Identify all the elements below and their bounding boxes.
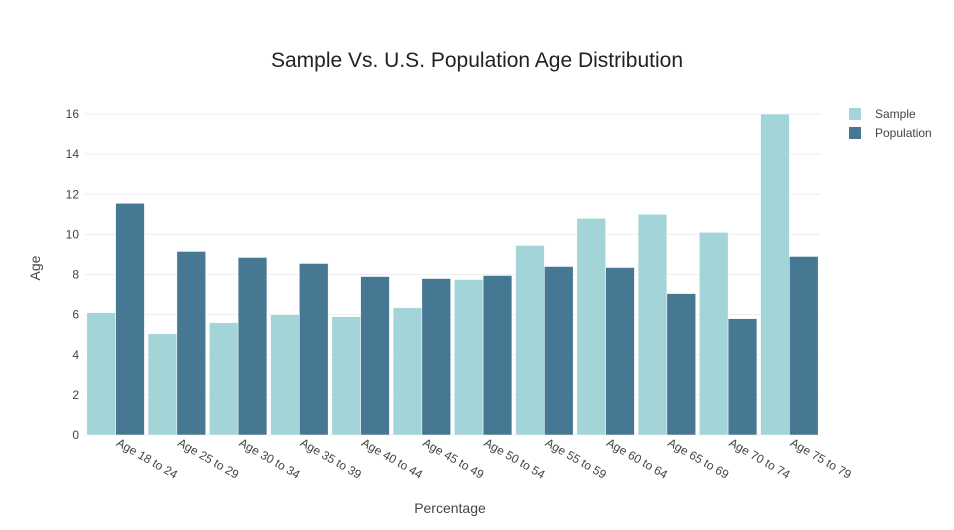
- y-tick-label: 0: [72, 428, 79, 442]
- x-tick-label: Age 45 to 49: [420, 435, 486, 481]
- x-tick-label: Age 60 to 64: [604, 435, 670, 481]
- bar-population-9[interactable]: [605, 267, 635, 436]
- legend[interactable]: Sample Population: [849, 107, 932, 140]
- bar-population-4[interactable]: [299, 263, 329, 436]
- y-tick-label: 6: [72, 308, 79, 322]
- bar-sample-9[interactable]: [576, 218, 606, 436]
- bar-population-11[interactable]: [727, 318, 758, 436]
- x-tick-label: Age 35 to 39: [298, 435, 364, 481]
- bar-sample-4[interactable]: [270, 314, 300, 436]
- x-tick-label: Age 18 to 24: [114, 435, 180, 481]
- bar-sample-6[interactable]: [392, 307, 423, 436]
- x-tick-label: Age 50 to 54: [482, 435, 548, 481]
- y-axis-title: Age: [27, 255, 43, 280]
- bar-sample-8[interactable]: [515, 245, 545, 436]
- chart-title: Sample Vs. U.S. Population Age Distribut…: [271, 49, 683, 72]
- x-tick-label: Age 75 to 79: [788, 435, 854, 481]
- legend-label-sample[interactable]: Sample: [875, 107, 916, 121]
- y-tick-label: 14: [66, 147, 80, 161]
- bar-population-12[interactable]: [789, 256, 819, 436]
- bar-sample-5[interactable]: [331, 316, 361, 436]
- x-tick-label: Age 40 to 44: [359, 435, 425, 481]
- bar-population-7[interactable]: [482, 275, 513, 436]
- bar-population-2[interactable]: [176, 251, 206, 436]
- bar-population-10[interactable]: [666, 293, 696, 436]
- y-tick-label: 16: [66, 107, 80, 121]
- bar-population-8[interactable]: [544, 266, 574, 436]
- x-tick-label: Age 55 to 59: [543, 435, 609, 481]
- gridlines: [85, 113, 820, 436]
- y-tick-label: 2: [72, 388, 79, 402]
- bar-sample-1[interactable]: [86, 312, 116, 436]
- x-tick-label: Age 30 to 34: [237, 435, 303, 481]
- y-axis-ticks: 0 2 4 6 8 10 12 14 16: [66, 107, 80, 442]
- bar-sample-10[interactable]: [637, 214, 668, 436]
- x-tick-label: Age 65 to 69: [665, 435, 731, 481]
- bar-population-3[interactable]: [237, 257, 268, 436]
- x-tick-label: Age 70 to 74: [727, 435, 793, 481]
- bar-sample-7[interactable]: [454, 279, 484, 436]
- y-tick-label: 10: [66, 227, 80, 241]
- y-tick-label: 8: [72, 268, 79, 282]
- bars: [86, 113, 819, 436]
- bar-population-1[interactable]: [115, 203, 145, 436]
- y-tick-label: 12: [66, 187, 80, 201]
- legend-swatch-population[interactable]: [849, 127, 861, 139]
- bar-sample-11[interactable]: [699, 232, 729, 436]
- bar-sample-3[interactable]: [209, 322, 239, 436]
- bar-sample-2[interactable]: [147, 333, 178, 436]
- legend-label-population[interactable]: Population: [875, 126, 932, 140]
- bar-sample-12[interactable]: [760, 113, 790, 436]
- bar-population-5[interactable]: [360, 276, 390, 436]
- bar-population-6[interactable]: [421, 278, 451, 436]
- legend-swatch-sample[interactable]: [849, 108, 861, 120]
- y-tick-label: 4: [72, 348, 79, 362]
- x-tick-label: Age 25 to 29: [175, 435, 241, 481]
- x-axis-title: Percentage: [414, 500, 486, 516]
